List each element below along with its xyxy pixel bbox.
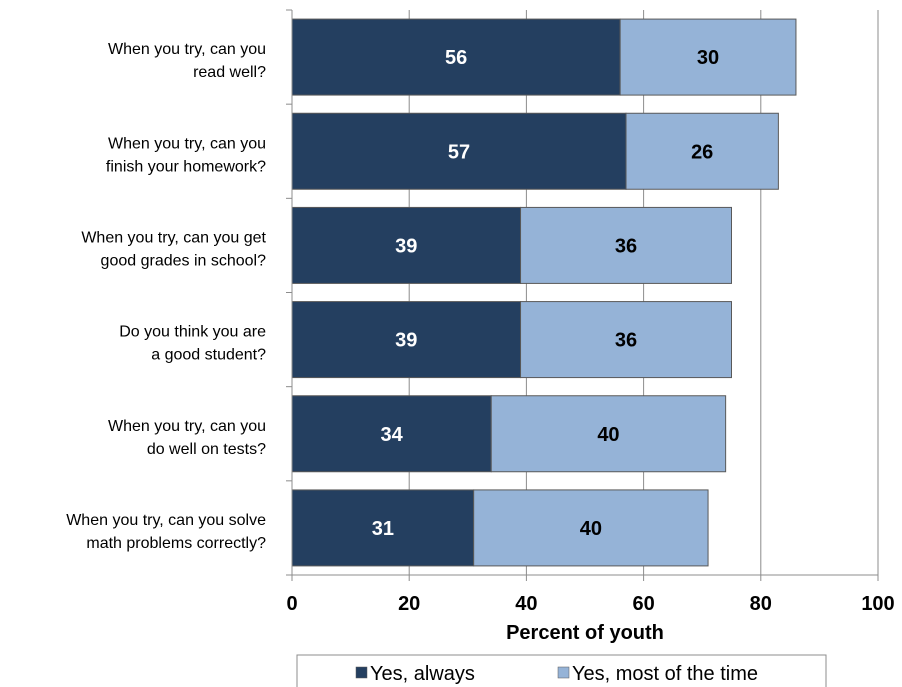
category-label-line: do well on tests? (147, 441, 266, 458)
category-label-line: When you try, can you (108, 135, 266, 152)
x-tick-label: 0 (286, 593, 297, 615)
x-tick-label: 60 (632, 593, 654, 615)
bar-yes-always (291, 206, 522, 284)
legend: Yes, always Yes, most of the time (296, 654, 827, 687)
x-tick-label: 20 (398, 593, 420, 615)
data-label: 57 (448, 141, 470, 163)
x-tick-labels: 0 20 40 60 80 100 (286, 593, 894, 615)
category-label-line: read well? (193, 64, 266, 81)
x-axis-title: Percent of youth (506, 622, 664, 644)
bar-yes-most-of-the-time (625, 112, 779, 190)
x-tick-label: 40 (515, 593, 537, 615)
bar-yes-most-of-the-time (473, 489, 709, 567)
bar-yes-always (291, 395, 492, 473)
data-label: 26 (691, 141, 713, 163)
data-label: 34 (380, 424, 403, 446)
bar-yes-always (291, 112, 627, 190)
data-label: 36 (615, 235, 637, 257)
bars: 56 30 57 26 39 36 39 36 34 40 31 40 (291, 18, 797, 567)
category-label: When you try, can you read well? (108, 41, 266, 81)
category-label: When you try, can you get good grades in … (81, 229, 266, 269)
data-label: 56 (445, 47, 467, 69)
category-label: When you try, can you finish your homewor… (106, 135, 266, 175)
bar-yes-most-of-the-time (520, 301, 732, 379)
gridlines (408, 10, 879, 575)
data-label: 40 (580, 518, 602, 540)
bar-yes-always (291, 301, 522, 379)
category-label-line: When you try, can you (108, 418, 266, 435)
data-label: 36 (615, 330, 637, 352)
category-label-line: finish your homework? (106, 158, 266, 175)
legend-swatch (557, 666, 570, 679)
bar-yes-always (291, 18, 621, 96)
category-label: When you try, can you solve math problems… (66, 512, 266, 552)
bar-yes-most-of-the-time (520, 206, 732, 284)
category-label: Do you think you are a good student? (119, 324, 266, 364)
bar-yes-most-of-the-time (619, 18, 797, 96)
category-label-line: math problems correctly? (86, 535, 266, 552)
x-tick-label: 100 (861, 593, 894, 615)
x-tick-label: 80 (750, 593, 772, 615)
category-label-line: a good student? (151, 347, 266, 364)
category-label: When you try, can you do well on tests? (108, 418, 266, 458)
legend-swatch (355, 666, 368, 679)
category-label-line: When you try, can you (108, 41, 266, 58)
data-label: 40 (597, 424, 619, 446)
category-label-line: Do you think you are (119, 324, 266, 341)
data-label: 39 (395, 330, 417, 352)
legend-label: Yes, most of the time (572, 663, 758, 685)
category-label-line: good grades in school? (101, 252, 267, 269)
category-label-line: When you try, can you solve (66, 512, 266, 529)
data-label: 31 (372, 518, 394, 540)
bar-yes-most-of-the-time (490, 395, 727, 473)
bar-yes-always (291, 489, 475, 567)
category-labels: When you try, can you read well?When you … (66, 41, 266, 552)
axes (286, 9, 879, 581)
category-label-line: When you try, can you get (81, 229, 266, 246)
data-label: 30 (697, 47, 719, 69)
legend-label: Yes, always (370, 663, 475, 685)
data-label: 39 (395, 235, 417, 257)
